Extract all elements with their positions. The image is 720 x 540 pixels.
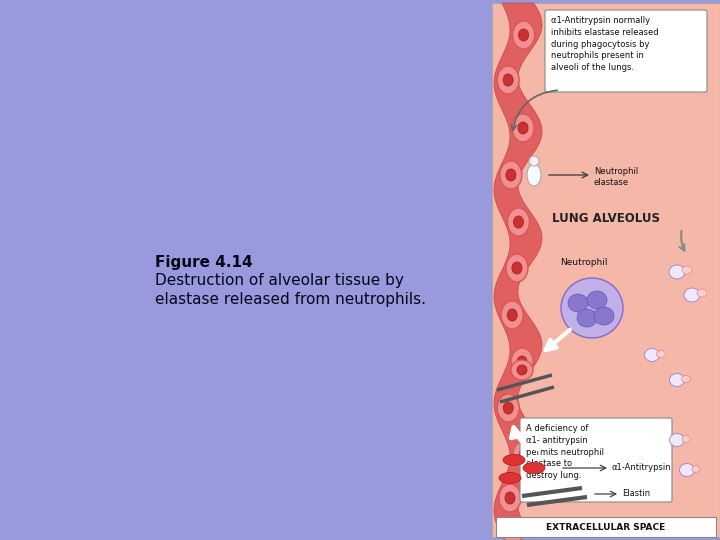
Ellipse shape xyxy=(517,365,527,375)
Ellipse shape xyxy=(670,434,685,447)
Ellipse shape xyxy=(518,122,528,134)
Text: A deficiency of
α1- antitrypsin
permits neutrophil
elastase to
destroy lung.: A deficiency of α1- antitrypsin permits … xyxy=(526,424,604,480)
Bar xyxy=(492,3,720,537)
Ellipse shape xyxy=(682,266,692,274)
Ellipse shape xyxy=(682,435,690,442)
FancyBboxPatch shape xyxy=(520,418,672,502)
Ellipse shape xyxy=(512,114,534,142)
Ellipse shape xyxy=(669,265,685,279)
Ellipse shape xyxy=(505,492,515,504)
Ellipse shape xyxy=(692,465,700,472)
Text: α1-Antitrypsin normally
inhibits elastase released
during phagocytosis by
neutro: α1-Antitrypsin normally inhibits elastas… xyxy=(551,16,659,72)
Ellipse shape xyxy=(511,348,533,376)
Ellipse shape xyxy=(497,66,519,94)
Text: Destruction of alveolar tissue by
elastase released from neutrophils.: Destruction of alveolar tissue by elasta… xyxy=(155,273,426,307)
Ellipse shape xyxy=(507,309,517,321)
Ellipse shape xyxy=(644,348,660,361)
Ellipse shape xyxy=(498,394,519,422)
Ellipse shape xyxy=(518,29,528,41)
Ellipse shape xyxy=(499,484,521,512)
Text: Neutrophil: Neutrophil xyxy=(560,258,608,267)
Ellipse shape xyxy=(503,455,525,465)
Ellipse shape xyxy=(594,307,614,325)
Ellipse shape xyxy=(523,462,545,474)
Ellipse shape xyxy=(506,254,528,282)
Ellipse shape xyxy=(500,161,522,189)
Polygon shape xyxy=(494,3,542,537)
Text: α1-Antitrypsin: α1-Antitrypsin xyxy=(612,463,672,472)
Ellipse shape xyxy=(503,402,513,414)
Ellipse shape xyxy=(682,375,690,382)
Ellipse shape xyxy=(587,291,607,309)
Ellipse shape xyxy=(519,449,529,461)
FancyBboxPatch shape xyxy=(545,10,707,92)
Ellipse shape xyxy=(561,278,623,338)
Ellipse shape xyxy=(503,74,513,86)
Ellipse shape xyxy=(680,463,695,476)
Text: LUNG ALVEOLUS: LUNG ALVEOLUS xyxy=(552,212,660,225)
Ellipse shape xyxy=(502,516,523,540)
Ellipse shape xyxy=(513,21,535,49)
Text: Neutrophil
elastase: Neutrophil elastase xyxy=(594,167,638,187)
Text: Figure 4.14: Figure 4.14 xyxy=(155,255,253,270)
Ellipse shape xyxy=(527,164,541,186)
Ellipse shape xyxy=(508,524,518,536)
Ellipse shape xyxy=(657,350,665,357)
Ellipse shape xyxy=(517,356,527,368)
Ellipse shape xyxy=(684,288,700,302)
Ellipse shape xyxy=(513,441,535,469)
Text: Elastin: Elastin xyxy=(622,489,650,498)
Ellipse shape xyxy=(499,472,521,483)
Ellipse shape xyxy=(501,301,523,329)
Text: EXTRACELLULAR SPACE: EXTRACELLULAR SPACE xyxy=(546,523,665,531)
Ellipse shape xyxy=(512,262,522,274)
Ellipse shape xyxy=(508,208,529,236)
Ellipse shape xyxy=(511,360,533,380)
Ellipse shape xyxy=(697,289,707,297)
Ellipse shape xyxy=(513,216,523,228)
Ellipse shape xyxy=(670,374,685,387)
Ellipse shape xyxy=(577,309,597,327)
Ellipse shape xyxy=(568,294,588,312)
Bar xyxy=(496,517,716,537)
Ellipse shape xyxy=(506,169,516,181)
Ellipse shape xyxy=(529,156,539,166)
